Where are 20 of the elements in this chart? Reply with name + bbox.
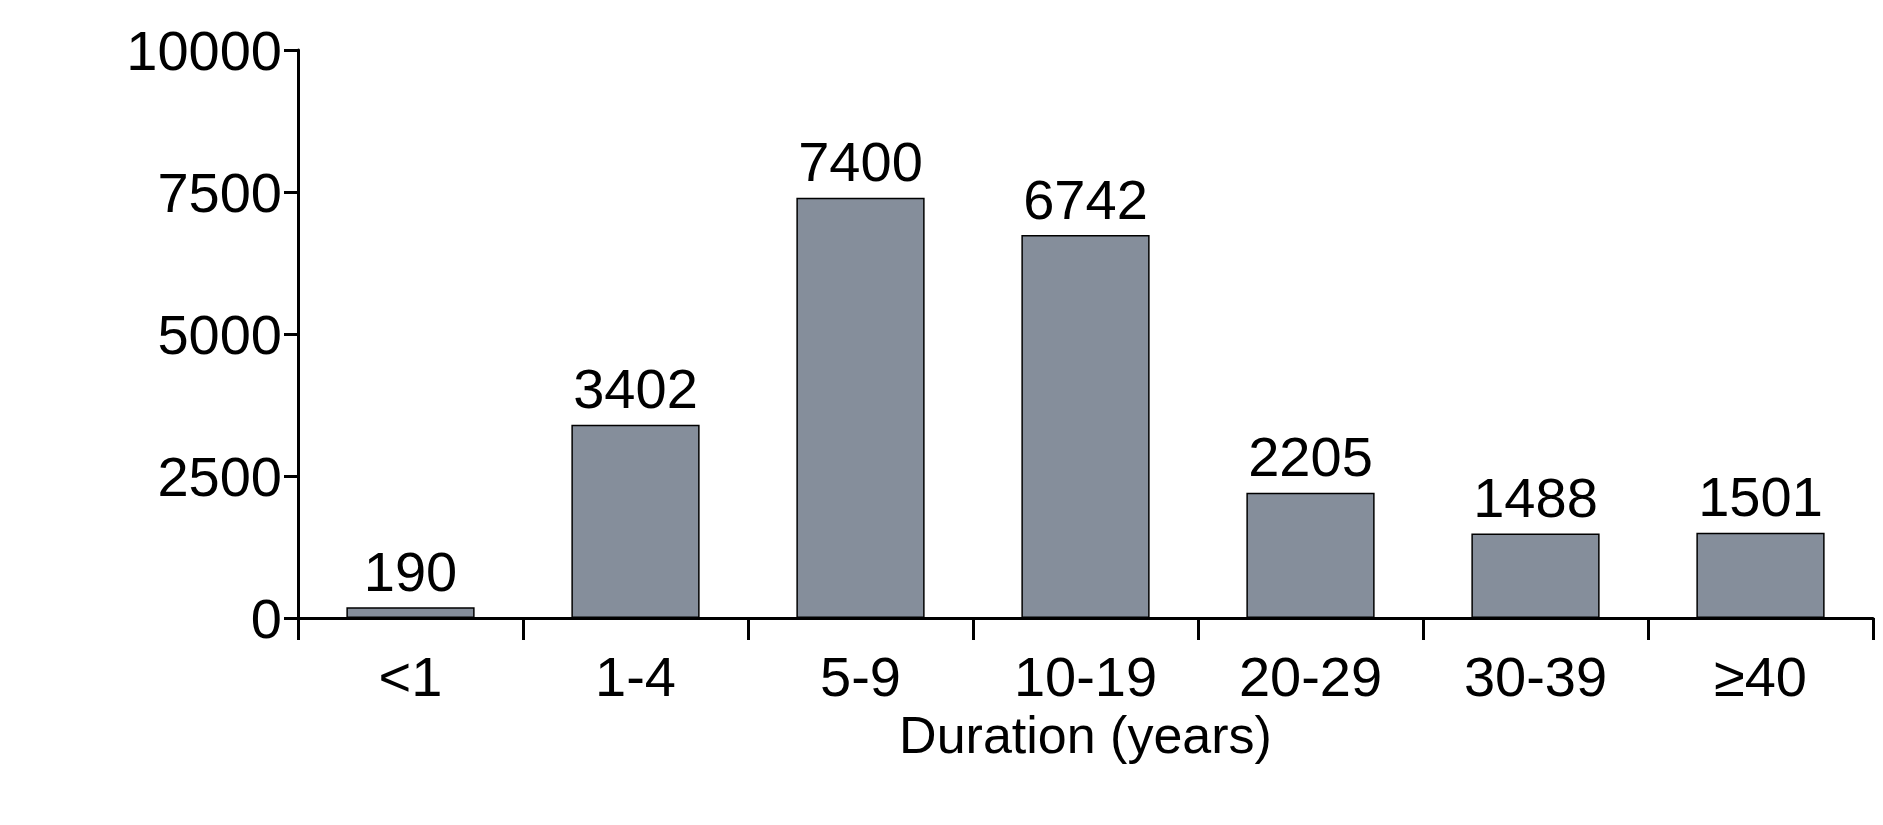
x-tick-label: 10-19 — [1013, 644, 1158, 708]
x-tick-label: 5-9 — [820, 644, 901, 708]
x-tick-label: 1-4 — [595, 644, 676, 708]
y-tick-label: 2500 — [157, 444, 282, 508]
data-label: 6742 — [1023, 167, 1148, 231]
data-label: 3402 — [573, 357, 698, 421]
y-tick-label: 7500 — [157, 160, 282, 224]
data-label: 7400 — [798, 130, 923, 194]
y-tick-label: 10000 — [126, 18, 282, 82]
y-tick-label: 5000 — [157, 302, 282, 366]
x-axis-title: Duration (years) — [899, 705, 1272, 764]
data-label: 1501 — [1698, 465, 1823, 529]
y-tick-label: 0 — [250, 586, 282, 650]
x-tick-label: 30-39 — [1463, 644, 1608, 708]
x-tick-label: ≥40 — [1713, 644, 1808, 708]
data-label: 1488 — [1473, 465, 1598, 529]
x-tick-label: 20-29 — [1238, 644, 1383, 708]
x-tick-label: <1 — [378, 644, 443, 708]
data-label: 190 — [363, 539, 458, 603]
data-label: 2205 — [1248, 425, 1373, 489]
